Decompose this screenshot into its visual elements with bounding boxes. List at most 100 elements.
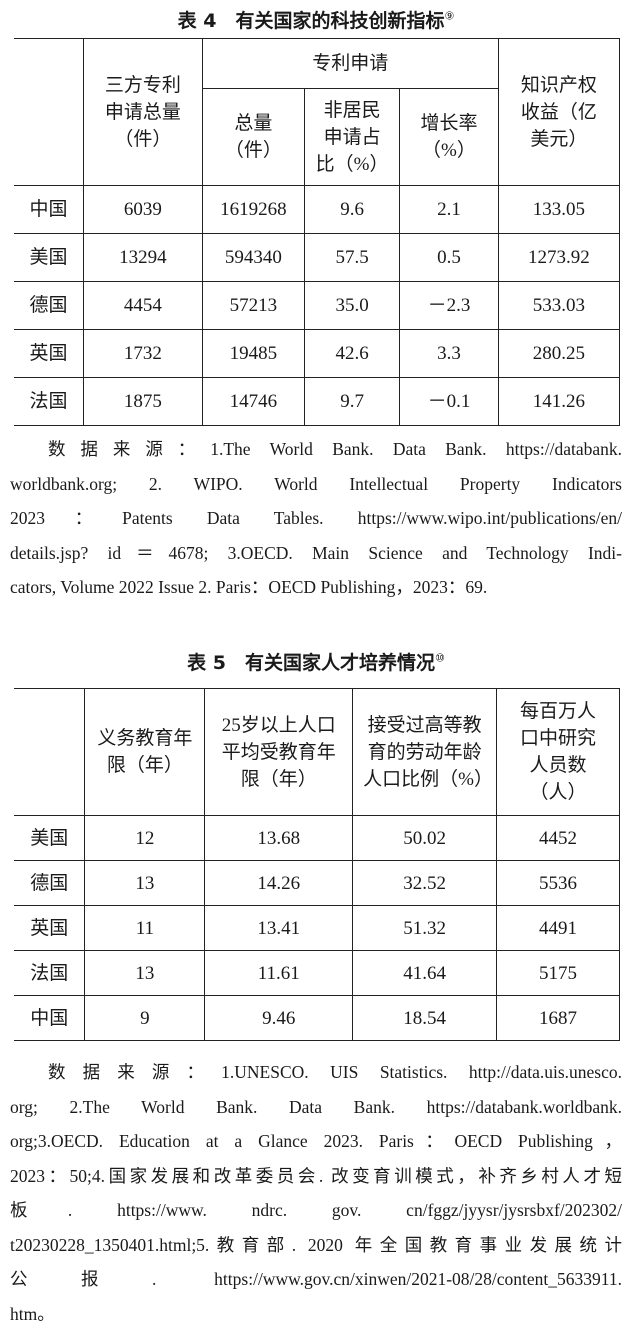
- table4-header: 三方专利申请总量（件）: [83, 39, 202, 186]
- table5-header: 25岁以上人口平均受教育年限（年）: [205, 689, 353, 816]
- table5-title-text: 表 5 有关国家人才培养情况: [187, 652, 435, 674]
- value-cell: 1732: [83, 330, 202, 378]
- value-cell: 57.5: [304, 234, 399, 282]
- table4-header: 知识产权收益（亿美元）: [498, 39, 619, 186]
- value-cell: 9.6: [304, 186, 399, 234]
- value-cell: 3.3: [400, 330, 498, 378]
- source-line: 2023：50;4.国家发展和改革委员会. 改变育训模式，补齐乡村人才短: [10, 1159, 622, 1194]
- country-cell: 法国: [14, 951, 85, 996]
- value-cell: －0.1: [400, 378, 498, 426]
- value-cell: 42.6: [304, 330, 399, 378]
- table4-header-corner: [14, 39, 83, 186]
- value-cell: 1273.92: [498, 234, 619, 282]
- value-cell: 9.7: [304, 378, 399, 426]
- table5-header-corner: [14, 689, 85, 816]
- source-line: 数据来源：1.The World Bank. Data Bank. https:…: [10, 432, 622, 467]
- value-cell: 1619268: [202, 186, 304, 234]
- table5-source-note: 数据来源：1.UNESCO. UIS Statistics. http://da…: [10, 1055, 622, 1331]
- value-cell: 13294: [83, 234, 202, 282]
- table5-note-ref: ⑩: [435, 652, 445, 665]
- source-line: 板. https://www. ndrc. gov. cn/fggz/jyysr…: [10, 1193, 622, 1228]
- source-line: org;3.OECD. Education at a Glance 2023. …: [10, 1124, 622, 1159]
- value-cell: 1687: [497, 996, 620, 1041]
- value-cell: 32.52: [353, 861, 497, 906]
- country-cell: 美国: [14, 816, 85, 861]
- value-cell: 14.26: [205, 861, 353, 906]
- table4-title: 表 4 有关国家的科技创新指标⑨: [0, 6, 632, 33]
- value-cell: 4452: [497, 816, 620, 861]
- value-cell: 6039: [83, 186, 202, 234]
- value-cell: 594340: [202, 234, 304, 282]
- value-cell: 0.5: [400, 234, 498, 282]
- value-cell: 1875: [83, 378, 202, 426]
- source-line: 数据来源：1.UNESCO. UIS Statistics. http://da…: [10, 1055, 622, 1090]
- value-cell: 35.0: [304, 282, 399, 330]
- value-cell: 11.61: [205, 951, 353, 996]
- country-cell: 中国: [14, 996, 85, 1041]
- value-cell: 41.64: [353, 951, 497, 996]
- table5-header: 义务教育年限（年）: [85, 689, 205, 816]
- source-line: 2023：Patents Data Tables. https://www.wi…: [10, 501, 622, 536]
- table5-header: 接受过高等教育的劳动年龄人口比例（%）: [353, 689, 497, 816]
- value-cell: 9: [85, 996, 205, 1041]
- value-cell: 4491: [497, 906, 620, 951]
- source-line: 公报. https://www.gov.cn/xinwen/2021-08/28…: [10, 1262, 622, 1297]
- table5-title: 表 5 有关国家人才培养情况⑩: [0, 648, 632, 675]
- table4-title-text: 表 4 有关国家的科技创新指标: [178, 10, 445, 32]
- value-cell: 57213: [202, 282, 304, 330]
- value-cell: 12: [85, 816, 205, 861]
- value-cell: 13: [85, 861, 205, 906]
- source-line: cators, Volume 2022 Issue 2. Paris：OECD …: [10, 570, 622, 605]
- country-cell: 德国: [14, 861, 85, 906]
- value-cell: 18.54: [353, 996, 497, 1041]
- table4-source-note: 数据来源：1.The World Bank. Data Bank. https:…: [10, 432, 622, 605]
- value-cell: －2.3: [400, 282, 498, 330]
- source-line: org; 2.The World Bank. Data Bank. https:…: [10, 1090, 622, 1125]
- country-cell: 美国: [14, 234, 83, 282]
- table4-header: 非居民申请占比（%）: [304, 89, 399, 186]
- country-cell: 英国: [14, 906, 85, 951]
- table4: 三方专利申请总量（件） 专利申请 知识产权收益（亿美元） 总量（件） 非居民申请…: [14, 38, 620, 426]
- value-cell: 11: [85, 906, 205, 951]
- table5: 义务教育年限（年） 25岁以上人口平均受教育年限（年） 接受过高等教育的劳动年龄…: [14, 688, 620, 1041]
- value-cell: 141.26: [498, 378, 619, 426]
- table4-note-ref: ⑨: [444, 10, 454, 23]
- value-cell: 14746: [202, 378, 304, 426]
- value-cell: 133.05: [498, 186, 619, 234]
- table4-header: 增长率（%）: [400, 89, 498, 186]
- value-cell: 533.03: [498, 282, 619, 330]
- table4-group-header: 专利申请: [202, 39, 498, 89]
- value-cell: 5175: [497, 951, 620, 996]
- value-cell: 19485: [202, 330, 304, 378]
- value-cell: 51.32: [353, 906, 497, 951]
- value-cell: 280.25: [498, 330, 619, 378]
- source-line: t20230228_1350401.html;5.教育部. 2020 年全国教育…: [10, 1228, 622, 1263]
- source-line: worldbank.org; 2. WIPO. World Intellectu…: [10, 467, 622, 502]
- value-cell: 13.68: [205, 816, 353, 861]
- value-cell: 5536: [497, 861, 620, 906]
- country-cell: 英国: [14, 330, 83, 378]
- country-cell: 法国: [14, 378, 83, 426]
- country-cell: 德国: [14, 282, 83, 330]
- value-cell: 9.46: [205, 996, 353, 1041]
- source-line: htm。: [10, 1297, 622, 1331]
- table4-header: 总量（件）: [202, 89, 304, 186]
- country-cell: 中国: [14, 186, 83, 234]
- value-cell: 2.1: [400, 186, 498, 234]
- table5-header: 每百万人口中研究人员数（人）: [497, 689, 620, 816]
- value-cell: 13: [85, 951, 205, 996]
- value-cell: 13.41: [205, 906, 353, 951]
- value-cell: 50.02: [353, 816, 497, 861]
- value-cell: 4454: [83, 282, 202, 330]
- source-line: details.jsp? id＝4678; 3.OECD. Main Scien…: [10, 536, 622, 571]
